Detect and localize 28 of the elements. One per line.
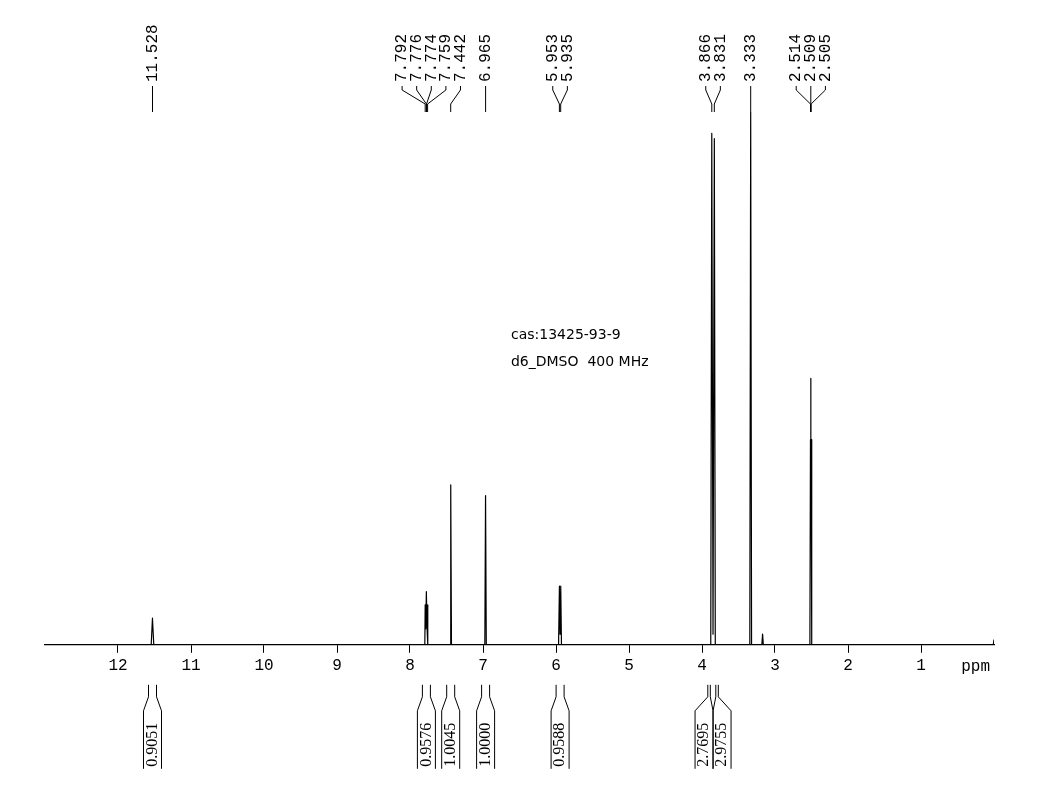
- x-tick-label: 1: [916, 656, 926, 675]
- text: 11.528: [143, 24, 162, 82]
- text: 0.9588: [550, 722, 568, 767]
- text: 1.0000: [475, 722, 493, 767]
- x-tick-label: 9: [332, 656, 342, 675]
- text: 0.9051: [142, 722, 160, 767]
- annotation: cas:13425-93-9: [510, 325, 621, 342]
- x-tick-label: 10: [254, 656, 274, 675]
- x-tick-label: 11: [181, 656, 201, 675]
- x-tick-label: 8: [405, 656, 415, 675]
- x-tick-label: 2: [843, 656, 853, 675]
- x-tick-label: 4: [697, 656, 707, 675]
- annotation: d6_DMSO 400 MHz: [510, 352, 649, 369]
- text: 2.9755: [712, 722, 730, 767]
- text: 7.442: [451, 33, 470, 82]
- text: 2.505: [816, 33, 835, 82]
- text: 1.0045: [440, 722, 458, 767]
- x-tick-label: 3: [770, 656, 780, 675]
- x-tick-label: 6: [551, 656, 561, 675]
- x-axis-title: ppm: [961, 658, 990, 677]
- text: 0.9576: [416, 722, 434, 767]
- text: 7.776: [407, 33, 426, 82]
- text: 6.965: [476, 33, 495, 82]
- text: 3.333: [741, 33, 760, 82]
- x-tick-label: 5: [624, 656, 634, 675]
- x-tick-label: 7: [478, 656, 488, 675]
- x-tick-label: 12: [108, 656, 128, 675]
- text: 2.7695: [694, 722, 712, 767]
